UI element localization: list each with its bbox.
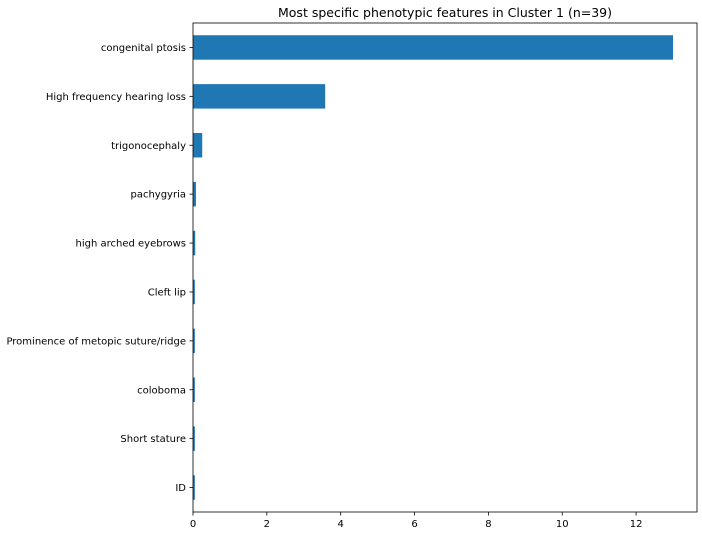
x-tick-label: 12 [630, 519, 643, 530]
bar-7 [193, 377, 195, 402]
y-axis-ticks: congenital ptosis High frequency hearing … [6, 43, 193, 494]
y-tick-label: High frequency hearing loss [46, 92, 186, 103]
bar-9 [193, 475, 195, 500]
y-tick-label: congenital ptosis [101, 43, 186, 54]
y-tick-label: Short stature [120, 434, 186, 445]
y-tick-label: Prominence of metopic suture/ridge [6, 336, 186, 347]
x-tick-label: 8 [485, 519, 491, 530]
y-tick-label: trigonocephaly [111, 141, 186, 152]
x-axis-ticks: 0 2 4 6 8 10 12 [190, 512, 643, 530]
axes-border [192, 22, 698, 513]
y-tick-label: pachygyria [130, 190, 186, 201]
axes-frame [192, 22, 698, 513]
chart-title: Most specific phenotypic features in Clu… [278, 5, 612, 20]
bar-5 [193, 279, 195, 305]
x-tick-label: 0 [190, 519, 196, 530]
x-tick-label: 2 [264, 519, 270, 530]
bars-group [193, 35, 673, 500]
bar-4 [193, 230, 196, 256]
bar-2 [193, 133, 203, 158]
bar-3 [193, 181, 196, 207]
x-tick-label: 6 [411, 519, 417, 530]
y-tick-label: Cleft lip [148, 287, 186, 298]
y-tick-label: ID [175, 483, 186, 494]
y-tick-label: coloboma [137, 385, 186, 396]
bar-6 [193, 328, 195, 354]
bar-8 [193, 426, 195, 451]
bar-1 [193, 84, 326, 109]
y-tick-label: high arched eyebrows [76, 239, 186, 250]
bar-0 [193, 35, 673, 60]
x-tick-label: 4 [338, 519, 344, 530]
x-tick-label: 10 [556, 519, 569, 530]
